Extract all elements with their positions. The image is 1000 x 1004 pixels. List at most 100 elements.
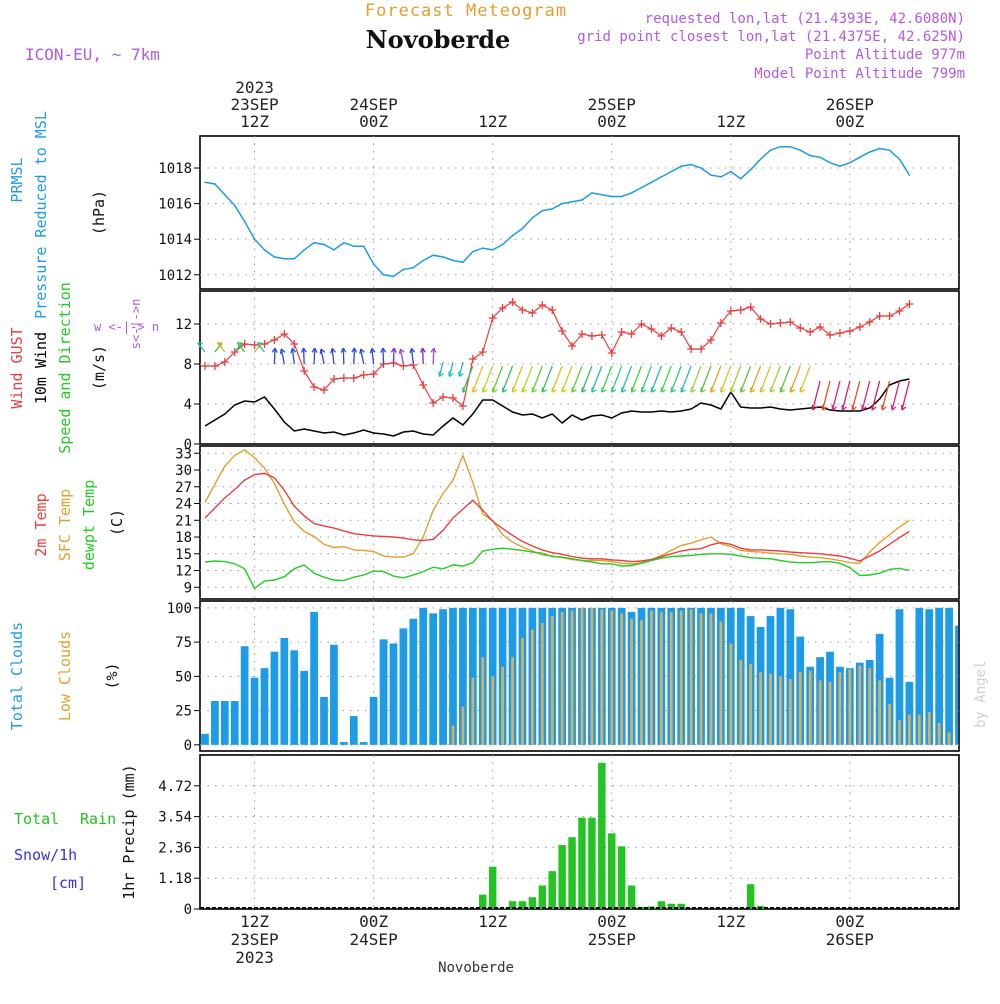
sfc-temp-line xyxy=(204,449,910,565)
y-tick-label: 50 xyxy=(175,669,192,685)
low-cloud-bar xyxy=(759,672,762,745)
y-tick-label: 4 xyxy=(184,397,192,413)
pressure-point xyxy=(283,257,286,260)
y-axis-label: (m/s) xyxy=(90,345,108,390)
panel-precip: 0 1.18 2.36 3.54 4.72 1hr Precip (mm) Total Rai… xyxy=(14,754,960,918)
wind-gust-point xyxy=(538,301,547,309)
y-tick-label: 1016 xyxy=(158,197,192,213)
low-cloud-bar xyxy=(798,672,802,745)
pressure-point xyxy=(868,151,871,153)
pressure-point xyxy=(581,199,583,201)
wind-arrow-head xyxy=(319,348,326,355)
pressure-point xyxy=(263,249,266,251)
low-cloud-bar xyxy=(540,622,544,745)
low-cloud-bar xyxy=(451,725,455,745)
low-cloud-bar xyxy=(937,722,941,745)
top-time-label: 26SEP xyxy=(826,95,874,114)
y-tick-label: 75 xyxy=(175,635,192,651)
total-cloud-bar xyxy=(925,609,934,745)
pressure-point xyxy=(769,149,772,152)
pressure-point xyxy=(849,161,851,164)
rain-bar xyxy=(627,885,636,909)
wind-gust-point xyxy=(369,370,378,378)
wind-arrow-head xyxy=(811,404,818,411)
wind-arrow xyxy=(448,361,454,377)
total-cloud-bar xyxy=(389,643,398,745)
total-cloud-bar xyxy=(270,651,279,745)
total-cloud-bar xyxy=(488,607,497,745)
series-label: Speed and Direction xyxy=(56,282,74,454)
bottom-time-label: 00Z xyxy=(597,912,626,931)
wind-gust-point xyxy=(320,386,329,394)
rain-bar xyxy=(617,846,626,909)
bottom-time-label: 24SEP xyxy=(350,930,398,949)
wind-arrow-head xyxy=(330,347,336,354)
wind-arrow xyxy=(871,380,881,411)
wind-gust-point xyxy=(756,315,765,323)
wind-arrow xyxy=(551,365,563,393)
wind-arrow xyxy=(320,348,325,365)
wind-arrow xyxy=(841,380,851,411)
wind-arrow xyxy=(331,348,335,365)
y-tick-label: 9 xyxy=(184,580,192,596)
wind-arrow-head xyxy=(660,387,666,393)
pressure-point xyxy=(650,181,653,184)
pressure-point xyxy=(323,243,325,246)
wind-arrow xyxy=(491,365,504,393)
temp-2m-line xyxy=(204,472,910,563)
low-cloud-bar xyxy=(947,732,951,745)
pressure-point xyxy=(898,158,901,160)
rain-bar xyxy=(488,866,497,909)
wind-gust-point xyxy=(905,300,914,308)
pressure-point xyxy=(362,245,365,248)
wind-gust-point xyxy=(806,328,815,336)
series-label: Snow/1h xyxy=(14,846,77,864)
pressure-point xyxy=(432,254,434,256)
low-cloud-bar xyxy=(769,673,772,745)
series-label: Low Clouds xyxy=(56,631,74,721)
wind-arrow-head xyxy=(739,387,746,393)
wind-speed-line xyxy=(204,378,910,437)
wind-arrow-head xyxy=(541,387,547,393)
wind-arrow-head xyxy=(841,404,847,411)
y-tick-label: 4.72 xyxy=(158,779,192,795)
wind-gust-point xyxy=(835,329,844,337)
wind-gust-point xyxy=(478,348,487,356)
y-tick-label: 2.36 xyxy=(158,840,192,856)
wind-arrow-head xyxy=(831,404,837,411)
rain-bar xyxy=(479,894,487,909)
wind-arrow xyxy=(851,380,861,411)
bottom-time-label: 26SEP xyxy=(826,930,874,949)
pressure-line xyxy=(204,145,911,278)
pressure-point xyxy=(214,183,216,185)
wind-arrow-head xyxy=(601,387,607,393)
pressure-point xyxy=(660,176,663,178)
wind-arrow xyxy=(730,365,742,393)
top-time-label: 00Z xyxy=(597,112,626,131)
y-tick-label: 15 xyxy=(175,547,192,563)
wind-arrow xyxy=(302,348,305,365)
wind-arrow xyxy=(273,348,276,365)
wind-arrow xyxy=(382,348,385,365)
low-cloud-bar xyxy=(530,629,534,745)
low-cloud-bar xyxy=(788,679,792,745)
wind-arrow-head xyxy=(271,347,278,353)
low-cloud-bar xyxy=(739,659,743,745)
wind-compass-vertical-label: s<-|->n xyxy=(129,299,143,350)
bottom-time-label: 25SEP xyxy=(588,930,636,949)
wind-arrow xyxy=(720,365,732,393)
wind-arrow-head xyxy=(620,387,627,393)
y-tick-label: 21 xyxy=(175,513,192,529)
low-cloud-bar xyxy=(491,676,495,745)
wind-gust-point xyxy=(359,371,368,379)
pressure-point xyxy=(352,245,355,248)
bottom-time-label: 12Z xyxy=(240,912,269,931)
wind-arrow xyxy=(812,380,821,411)
wind-arrow-head xyxy=(851,404,857,411)
wind-gust-point xyxy=(637,320,646,328)
wind-arrow-head xyxy=(472,387,478,393)
pressure-point xyxy=(392,275,395,278)
panel-frame xyxy=(199,290,960,445)
